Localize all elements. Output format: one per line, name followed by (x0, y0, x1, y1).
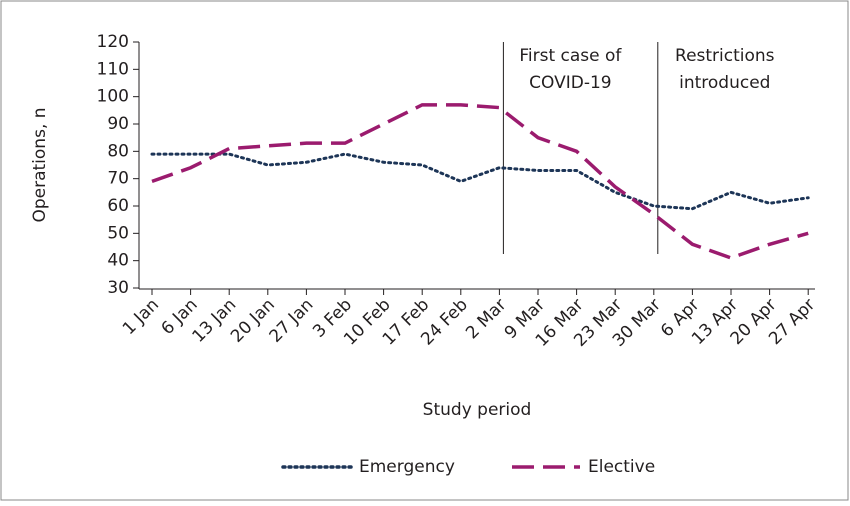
y-tick-label: 120 (97, 32, 129, 52)
y-tick-label: 110 (97, 59, 129, 79)
series-line (150, 152, 810, 211)
legend-label: Emergency (359, 457, 455, 477)
y-tick-label: 80 (107, 141, 129, 161)
y-tick-label: 30 (107, 278, 129, 298)
y-tick-label: 40 (107, 251, 129, 271)
series-line (151, 103, 809, 260)
annotation-text: COVID-19 (529, 73, 611, 93)
annotation-text: First case of (519, 46, 622, 66)
y-tick-label: 60 (107, 196, 129, 216)
legend-label: Elective (588, 457, 655, 477)
annotation-text: Restrictions (675, 46, 775, 66)
y-tick-label: 100 (97, 87, 129, 107)
annotation-text: introduced (679, 73, 770, 93)
y-axis-label: Operations, n (30, 107, 50, 222)
y-tick-label: 90 (107, 114, 129, 134)
y-tick-label: 50 (107, 223, 129, 243)
y-tick-label: 70 (107, 169, 129, 189)
x-axis-label: Study period (423, 400, 532, 420)
